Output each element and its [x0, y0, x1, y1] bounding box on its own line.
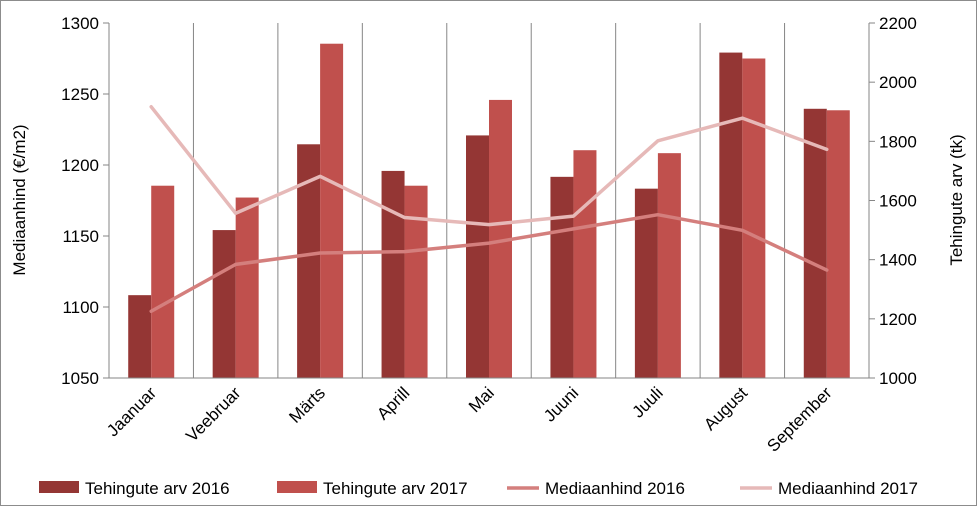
bar-2016 [634, 188, 658, 378]
y-left-tick-label: 1300 [61, 14, 99, 33]
y-right-tick-label: 1400 [879, 251, 917, 270]
x-tick-label: Märts [285, 383, 328, 426]
legend-swatch [277, 481, 317, 493]
x-tick-label: Juuni [540, 383, 582, 425]
y-left-tick-label: 1050 [61, 369, 99, 388]
bar-2017 [404, 185, 428, 378]
bar-2016 [466, 135, 489, 378]
x-tick-label: Veebruar [182, 383, 244, 445]
y-left-tick-label: 1150 [62, 227, 99, 246]
bar-2017 [235, 197, 259, 378]
x-tick-label: September [763, 383, 835, 455]
y-axis-left-title: Mediaanhind (€/m2) [10, 124, 29, 275]
y-right-tick-label: 1000 [879, 369, 917, 388]
y-right-tick-label: 1800 [879, 132, 917, 151]
line-mediaanhind-2016 [149, 212, 829, 314]
bar-2016 [297, 144, 321, 378]
x-tick-label: Jaanuar [103, 383, 160, 440]
y-right-tick-label: 1600 [879, 192, 917, 211]
bar-2017 [573, 150, 597, 378]
legend-label: Mediaanhind 2017 [778, 479, 918, 498]
legend: Tehingute arv 2016 Tehingute arv 2017 Medi… [39, 479, 918, 498]
legend-label: Tehingute arv 2016 [85, 479, 230, 498]
y-right-tick-label: 2000 [879, 73, 917, 92]
y-left-tick-label: 1250 [61, 85, 99, 104]
bar-series-group [128, 43, 850, 379]
line-series-group [149, 105, 829, 314]
bar-2016 [803, 108, 827, 379]
bar-2016 [719, 52, 743, 378]
x-tick-label: Juuli [629, 383, 667, 421]
y-right-tick-label: 2200 [879, 14, 917, 33]
bar-2017 [320, 43, 344, 378]
bar-2016 [550, 176, 574, 378]
bar-2017 [742, 58, 766, 378]
axes [103, 22, 875, 379]
legend-swatch [39, 481, 79, 493]
x-tick-label: August [700, 383, 751, 434]
bar-2017 [489, 99, 512, 379]
bar-2016 [381, 170, 405, 378]
x-tick-label: Aprill [373, 383, 413, 423]
legend-label: Mediaanhind 2016 [545, 479, 685, 498]
bar-2017 [151, 185, 175, 378]
legend-label: Tehingute arv 2017 [323, 479, 468, 498]
bar-2016 [212, 230, 236, 378]
x-tick-label: Mai [465, 383, 498, 416]
bar-2017 [657, 153, 681, 378]
y-right-tick-label: 1200 [879, 310, 917, 329]
y-left-tick-label: 1100 [62, 298, 99, 317]
y-left-tick-label: 1200 [61, 156, 99, 175]
line-mediaanhind-2017 [149, 105, 829, 227]
bar-2016 [128, 295, 152, 378]
y-axis-right-title: Tehingute arv (tk) [947, 134, 966, 265]
bar-2017 [826, 110, 850, 378]
